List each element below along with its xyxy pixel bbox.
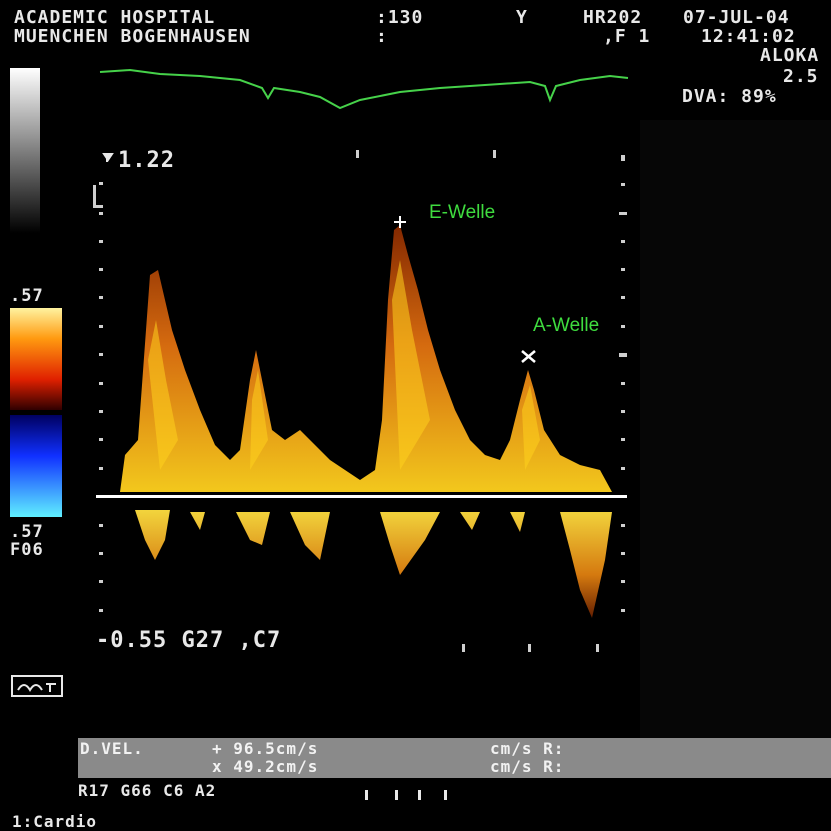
header-field2: Y (516, 7, 528, 28)
colorbar-filter-label: F06 (10, 540, 44, 560)
colorbar-cold (10, 415, 62, 517)
scale-bottom-line: -0.55 G27 ,C7 (96, 628, 282, 653)
right-panel (640, 120, 831, 740)
measurement-bar (78, 738, 831, 778)
measurement-label: D.VEL. (80, 739, 144, 758)
a-wave-label: A-Welle (533, 315, 600, 336)
exam-time: 12:41:02 (701, 26, 796, 47)
baseline (96, 495, 627, 498)
institution-line2: MUENCHEN BOGENHAUSEN (14, 26, 251, 47)
measurement-unit1: cm/s R: (490, 739, 565, 758)
preset-label: 1:Cardio (12, 812, 98, 831)
institution-line1: ACADEMIC HOSPITAL (14, 7, 216, 28)
a-wave-marker (521, 350, 536, 363)
footer-ticks (365, 790, 447, 800)
vendor-name: ALOKA (760, 45, 820, 66)
heart-rate: HR202 (583, 7, 643, 28)
dva-readout: DVA: 89% (682, 86, 777, 107)
e-wave-marker (394, 216, 406, 228)
doppler-grid (93, 150, 627, 652)
cine-icon-glyph (17, 683, 56, 692)
colorbar-bottom-label: .57 (10, 522, 44, 542)
ecg-trace (99, 68, 629, 110)
colorbar-hot (10, 308, 62, 410)
grayscale-bar (10, 68, 40, 233)
doppler-spectrum-reverse (135, 510, 612, 618)
header-field3: ,F 1 (603, 26, 651, 47)
header-field1: :130 (376, 7, 424, 28)
scale-top-value: 1.22 (118, 148, 175, 173)
measurement-plus-value: + 96.5cm/s (212, 739, 319, 758)
probe-frequency: 2.5 (783, 66, 819, 87)
e-wave-label: E-Welle (429, 202, 496, 223)
colorbar-top-label: .57 (10, 286, 44, 306)
measurement-unit2: cm/s R: (490, 757, 565, 776)
header-field1b: : (376, 26, 388, 47)
doppler-spectrum-forward (120, 225, 612, 492)
footer-settings: R17 G66 C6 A2 (78, 781, 217, 800)
exam-date: 07-JUL-04 (683, 7, 790, 28)
up-arrow-icon (102, 153, 114, 162)
measurement-x-value: x 49.2cm/s (212, 757, 319, 776)
cine-icon (11, 675, 63, 697)
